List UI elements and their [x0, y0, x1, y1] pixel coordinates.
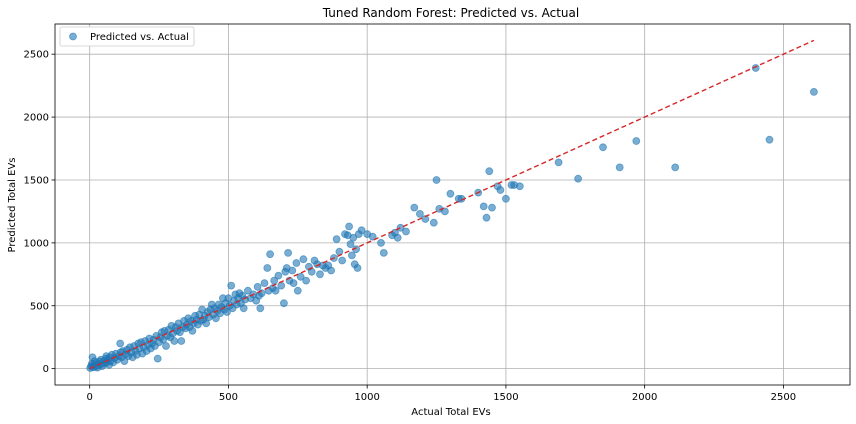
- data-point: [393, 233, 402, 242]
- x-axis-label: Actual Total EVs: [411, 407, 490, 418]
- data-point: [599, 143, 607, 152]
- legend-box: [59, 26, 195, 47]
- data-point: [345, 222, 354, 231]
- data-point: [496, 186, 505, 194]
- y-tick-label: 1500: [24, 175, 49, 186]
- data-point: [379, 248, 388, 257]
- data-point: [270, 276, 279, 285]
- data-point: [211, 314, 220, 323]
- data-point: [256, 304, 265, 313]
- data-point: [346, 240, 355, 249]
- data-point: [446, 189, 455, 198]
- data-point: [349, 233, 358, 242]
- data-point: [751, 64, 760, 72]
- data-point: [432, 176, 441, 184]
- legend: Predicted vs. Actual: [59, 26, 195, 47]
- data-point: [292, 259, 301, 267]
- data-point: [293, 286, 302, 295]
- data-point: [377, 238, 385, 247]
- data-point: [440, 207, 449, 216]
- data-point: [177, 337, 186, 345]
- data-point: [368, 232, 377, 241]
- data-point: [357, 226, 366, 235]
- data-point: [279, 299, 288, 308]
- data-point: [170, 337, 179, 345]
- data-point: [227, 281, 236, 290]
- data-point: [316, 270, 324, 279]
- x-tick-label: 1500: [493, 392, 518, 403]
- data-point: [574, 174, 582, 183]
- data-point: [429, 218, 438, 227]
- data-point: [479, 202, 488, 211]
- data-point: [188, 326, 197, 335]
- data-point: [153, 354, 162, 363]
- x-tick-label: 0: [86, 392, 92, 403]
- data-point: [274, 271, 283, 280]
- data-point: [515, 182, 524, 191]
- data-point: [289, 279, 298, 288]
- data-point: [332, 235, 341, 244]
- data-point: [266, 250, 275, 259]
- data-point: [299, 255, 308, 264]
- data-point: [415, 209, 424, 218]
- y-axis-label: Predicted Total EVs: [7, 157, 18, 252]
- data-point: [260, 279, 269, 288]
- data-point: [302, 276, 311, 285]
- data-point: [162, 342, 170, 350]
- data-point: [288, 266, 297, 275]
- x-tick-label: 2500: [771, 392, 796, 403]
- data-point: [485, 167, 494, 176]
- y-tick-label: 1000: [24, 238, 49, 249]
- data-point: [810, 88, 818, 96]
- data-point: [202, 319, 211, 328]
- grid: [55, 24, 850, 385]
- data-point: [116, 339, 125, 348]
- data-point: [632, 137, 641, 145]
- data-point: [396, 223, 405, 232]
- reference-line: [89, 39, 815, 370]
- data-point: [402, 227, 410, 236]
- data-point: [327, 266, 336, 275]
- y-tick-label: 0: [43, 364, 49, 375]
- data-point: [239, 304, 248, 313]
- data-point: [353, 264, 362, 272]
- data-point: [615, 163, 624, 172]
- x-tick-label: 2000: [632, 392, 657, 403]
- data-point: [488, 203, 496, 212]
- y-tick-label: 500: [30, 301, 49, 312]
- data-point: [554, 158, 563, 167]
- axis-ticks: 0 500 1000 1500 2000 2500 0 500 1000 1500 2000 2500: [24, 50, 797, 403]
- y-tick-label: 2000: [24, 113, 49, 124]
- y-tick-label: 2500: [24, 50, 49, 61]
- data-point: [671, 163, 680, 172]
- data-point: [296, 272, 305, 281]
- scatter-points: [86, 64, 818, 372]
- data-point: [271, 286, 280, 295]
- data-point: [501, 194, 510, 203]
- data-point: [243, 286, 252, 295]
- data-point: [253, 282, 262, 291]
- x-tick-label: 1000: [354, 392, 379, 403]
- plot-frame: [54, 23, 851, 386]
- data-point: [410, 203, 419, 212]
- data-point: [347, 251, 356, 260]
- chart-title: Tuned Random Forest: Predicted vs. Actua…: [322, 6, 579, 20]
- data-point: [765, 135, 774, 144]
- legend-label: Predicted vs. Actual: [90, 32, 189, 43]
- data-point: [284, 248, 293, 257]
- data-point: [338, 256, 347, 265]
- data-point: [421, 215, 430, 223]
- data-point: [263, 264, 272, 272]
- data-point: [277, 281, 286, 290]
- x-tick-label: 500: [219, 392, 238, 403]
- legend-marker: [69, 32, 77, 41]
- data-point: [482, 213, 491, 222]
